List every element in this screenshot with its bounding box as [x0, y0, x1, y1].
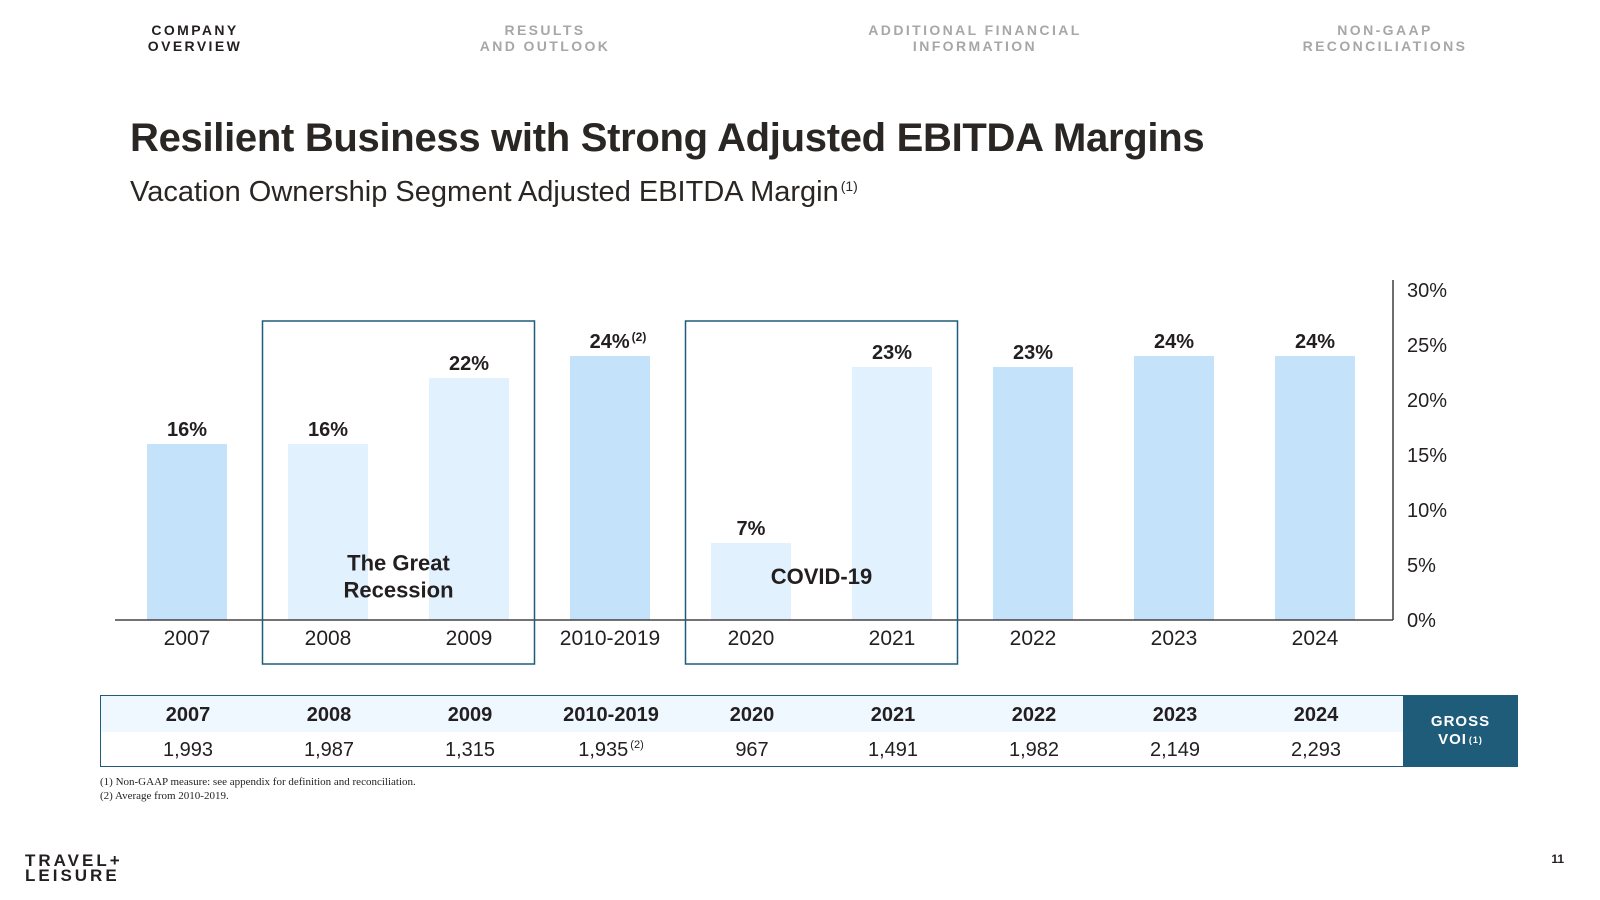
nav-results-and-outlook[interactable]: RESULTS AND OUTLOOK [455, 22, 635, 54]
page-subtitle: Vacation Ownership Segment Adjusted EBIT… [130, 176, 858, 209]
value-label-2021: 23% [872, 342, 912, 364]
nav-company-overview[interactable]: COMPANY OVERVIEW [120, 22, 270, 54]
category-label-2009: 2009 [446, 627, 493, 650]
y-tick-label-5: 5% [1407, 555, 1436, 577]
subtitle-footnote-ref: (1) [840, 178, 858, 194]
value-label-2024: 24% [1295, 331, 1335, 353]
category-label-2020: 2020 [728, 627, 775, 650]
category-label-2010-2019: 2010-2019 [560, 627, 660, 650]
nav-label-line1: RESULTS [504, 22, 586, 38]
ebitda-margin-chart: 16% 2007 16% 2008 22% 2009 24% (2) 2010-2019 7% 20… [115, 280, 1447, 665]
table-year-2021: 2021 [870, 704, 916, 726]
value-label-2010-2019: 24% (2) [590, 330, 647, 353]
bar-2007 [147, 444, 227, 620]
y-tick-label-30: 30% [1407, 280, 1447, 302]
table-gross-voi-2007: 1,993 [162, 739, 214, 761]
nav-non-gaap-reconciliations[interactable]: NON-GAAP RECONCILIATIONS [1270, 22, 1500, 54]
category-label-2007: 2007 [164, 627, 211, 650]
nav-label-line1: COMPANY [151, 22, 239, 38]
travel-leisure-logo: TRAVEL+ LEISURE [25, 851, 123, 885]
footnote-1: (1) Non-GAAP measure: see appendix for d… [100, 776, 416, 788]
table-gross-voi-2021: 1,491 [867, 739, 919, 761]
table-gross-voi-2020: 967 [735, 739, 769, 761]
nav-label-line2: AND OUTLOOK [479, 38, 611, 54]
annotation-text-1-line-2: Recession [343, 578, 453, 603]
category-label-2023: 2023 [1151, 627, 1198, 650]
table-gross-voi-2024: 2,293 [1290, 739, 1342, 761]
value-label-2009: 22% [449, 353, 489, 375]
y-tick-label-15: 15% [1407, 445, 1447, 467]
value-label-2007: 16% [167, 419, 207, 441]
table-year-2023: 2023 [1152, 704, 1198, 726]
page-number: 11 [1551, 852, 1564, 866]
table-year-2024: 2024 [1293, 704, 1339, 726]
footnotes: (1) Non-GAAP measure: see appendix for d… [100, 775, 416, 803]
footnote-2: (2) Average from 2010-2019. [100, 790, 229, 802]
category-label-2024: 2024 [1292, 627, 1339, 650]
annotation-box-1 [261, 320, 536, 665]
page-title: Resilient Business with Strong Adjusted … [130, 116, 1205, 160]
nav-label-line1: ADDITIONAL FINANCIAL [868, 22, 1082, 38]
annotation-text-2-line-1: COVID-19 [771, 564, 872, 589]
table-header-band [101, 696, 1403, 732]
value-label-2020: 7% [737, 518, 766, 540]
table-gross-voi-2009: 1,315 [444, 739, 496, 761]
table-year-2022: 2022 [1011, 704, 1057, 726]
y-tick-label-20: 20% [1407, 390, 1447, 412]
table-year-2009: 2009 [447, 704, 493, 726]
bar-2009 [429, 378, 509, 620]
nav-label-line2: OVERVIEW [147, 38, 243, 54]
table-gross-voi-2008: 1,987 [303, 739, 355, 761]
category-label-2022: 2022 [1010, 627, 1057, 650]
gross-voi-label-line1: GROSS [1430, 713, 1491, 730]
y-tick-label-0: 0% [1407, 610, 1436, 632]
gross-voi-footnote-ref: (1) [1468, 735, 1483, 745]
bar-2024 [1275, 356, 1355, 620]
gross-voi-label-text: VOI [1438, 731, 1467, 748]
value-label-2023: 24% [1154, 331, 1194, 353]
annotation-text-1-line-1: The Great [347, 551, 450, 576]
nav-label-line2: RECONCILIATIONS [1302, 38, 1468, 54]
bar-2021 [852, 367, 932, 620]
category-label-2008: 2008 [305, 627, 352, 650]
gross-voi-label: GROSS VOI (1) [1403, 695, 1518, 767]
y-tick-label-10: 10% [1407, 500, 1447, 522]
bar-2022 [993, 367, 1073, 620]
y-tick-label-25: 25% [1407, 335, 1447, 357]
nav-label-line1: NON-GAAP [1337, 22, 1433, 38]
gross-voi-label-line2: VOI (1) [1403, 731, 1518, 749]
table-year-2010-2019: 2010-2019 [563, 704, 659, 726]
table-year-2020: 2020 [729, 704, 775, 726]
table-year-2008: 2008 [306, 704, 352, 726]
bar-2020 [711, 543, 791, 620]
table-footnote-ref: (2) [630, 739, 644, 751]
bar-2008 [288, 444, 368, 620]
bar-2010-2019 [570, 356, 650, 620]
bar-2023 [1134, 356, 1214, 620]
nav-additional-financial-information[interactable]: ADDITIONAL FINANCIAL INFORMATION [825, 22, 1125, 54]
nav-label-line2: INFORMATION [912, 38, 1038, 54]
table-gross-voi-2022: 1,982 [1008, 739, 1060, 761]
value-label-2008: 16% [308, 419, 348, 441]
table-year-2007: 2007 [165, 704, 211, 726]
category-label-2021: 2021 [869, 627, 916, 650]
logo-line2: LEISURE [25, 866, 120, 885]
subtitle-text: Vacation Ownership Segment Adjusted EBIT… [130, 176, 839, 208]
annotation-box-2 [684, 320, 959, 665]
gross-voi-table: 2007 1,993 2008 1,987 2009 1,315 2010-2019 1,93… [100, 695, 1518, 767]
table-gross-voi-2010-2019: 1,935 (2) [578, 739, 644, 761]
logo-line1: TRAVEL+ [25, 851, 123, 870]
value-label-2022: 23% [1013, 342, 1053, 364]
table-gross-voi-2023: 2,149 [1149, 739, 1201, 761]
